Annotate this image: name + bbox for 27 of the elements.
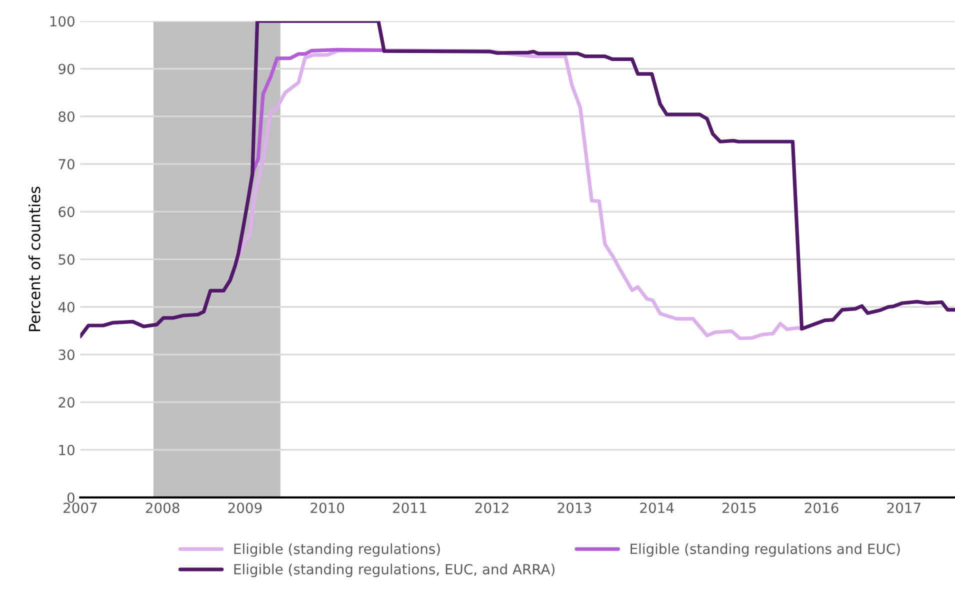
x-tick-label: 2011: [393, 502, 426, 514]
x-tick-label: 2015: [722, 502, 756, 514]
x-tick-label: 2013: [558, 502, 592, 514]
y-tick-label: 100: [50, 16, 74, 27]
y-tick-label: 70: [58, 158, 74, 170]
x-tick-label: 2009: [228, 502, 262, 514]
y-tick-label: 30: [58, 350, 74, 360]
y-tick-label: 60: [58, 206, 74, 218]
y-tick-label: 80: [58, 111, 74, 122]
x-tick-label: 2008: [146, 502, 180, 514]
x-tick-label: 2016: [804, 502, 838, 514]
y-tick-label: 0: [67, 492, 74, 503]
y-tick-label: 40: [58, 302, 74, 312]
line-series: [80, 21, 955, 338]
legend-label: Eligible (standing regulations, EUC, and ARRA): [234, 564, 554, 578]
x-tick-label: 2007: [64, 502, 97, 514]
x-tick-label: 2010: [310, 502, 344, 514]
legend-label: Eligible (standing regulations): [234, 543, 440, 557]
y-tick-label: 50: [58, 254, 74, 265]
y-tick-label: 10: [59, 444, 74, 456]
x-tick-label: 2012: [475, 502, 508, 514]
y-axis-title: Percent of counties: [28, 186, 40, 332]
legend-label: Eligible (standing regulations and EUC): [630, 543, 900, 557]
x-tick-label: 2017: [887, 502, 920, 514]
y-tick-label: 20: [58, 397, 74, 408]
x-tick-label: 2014: [640, 502, 674, 514]
y-tick-label: 90: [58, 64, 74, 74]
